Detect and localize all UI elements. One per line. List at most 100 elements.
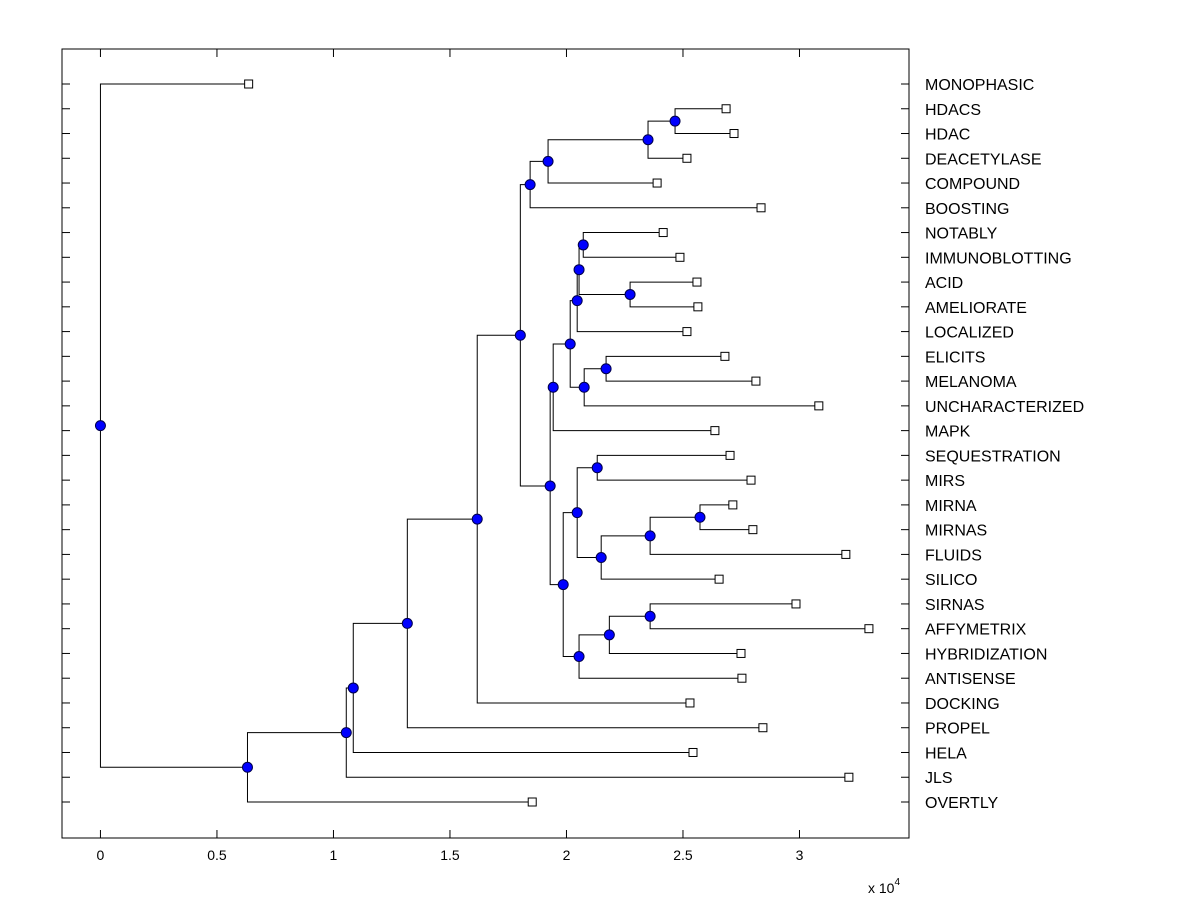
- leaf-marker: [682, 153, 692, 163]
- merge-node: [571, 507, 583, 519]
- branch-link: [476, 334, 521, 520]
- x-tick-labels: 0 0.5 1 1.5 2 2.5 3: [97, 847, 804, 863]
- branch-link: [649, 535, 846, 555]
- leaf-label: SILICO: [925, 572, 977, 589]
- leaf-label: HDAC: [925, 127, 970, 144]
- merge-node: [595, 552, 607, 564]
- branch-link: [246, 732, 347, 768]
- merge-node: [600, 363, 612, 375]
- leaf-label: IMMUNOBLOTTING: [925, 250, 1072, 267]
- merge-node: [514, 329, 526, 341]
- leaf-marker: [721, 104, 731, 114]
- leaf-label: HYBRIDIZATION: [925, 646, 1047, 663]
- axis-ticks: [62, 49, 909, 838]
- branch-link: [352, 687, 693, 753]
- x-multiplier-base: x 10: [868, 880, 895, 896]
- leaf-label: MIRNAS: [925, 523, 987, 540]
- x-tick-label: 0.5: [207, 847, 227, 863]
- branch-link: [529, 160, 549, 185]
- branch-link: [578, 634, 610, 657]
- merge-node: [644, 530, 656, 542]
- leaf-marker: [737, 673, 747, 683]
- leaf-marker: [756, 203, 766, 213]
- leaf-marker: [814, 401, 824, 411]
- leaf-marker: [714, 574, 724, 584]
- branch-link: [352, 622, 408, 688]
- leaf-marker: [751, 376, 761, 386]
- branch-link: [608, 615, 651, 635]
- leaf-label: BOOSTING: [925, 201, 1009, 218]
- branch-link: [547, 139, 649, 162]
- leaf-label: FLUIDS: [925, 547, 982, 564]
- merge-node: [347, 682, 359, 694]
- node-markers: [94, 115, 706, 773]
- leaf-marker: [841, 549, 851, 559]
- leaf-marker: [244, 79, 254, 89]
- x-tick-label: 2.5: [673, 847, 693, 863]
- leaf-marker: [710, 426, 720, 436]
- leaf-marker: [688, 747, 698, 757]
- merge-node: [471, 513, 483, 525]
- leaf-marker: [758, 723, 768, 733]
- merge-node: [564, 338, 576, 350]
- x-tick-label: 1: [330, 847, 338, 863]
- leaf-marker: [746, 475, 756, 485]
- branch-link: [547, 161, 658, 184]
- branch-link: [99, 425, 248, 768]
- leaf-marker: [692, 277, 702, 287]
- leaf-marker: [729, 129, 739, 139]
- branch-link: [345, 732, 849, 778]
- leaf-label: MIRS: [925, 473, 965, 490]
- leaf-marker: [791, 599, 801, 609]
- leaf-label: ELICITS: [925, 349, 985, 366]
- branch-link: [99, 83, 249, 426]
- leaf-label: SEQUESTRATION: [925, 448, 1061, 465]
- dendrogram-links: [99, 83, 869, 803]
- leaf-label: SIRNAS: [925, 597, 985, 614]
- leaf-label: ANTISENSE: [925, 671, 1016, 688]
- branch-link: [608, 634, 741, 654]
- leaf-label: MONOPHASIC: [925, 77, 1034, 94]
- merge-node: [578, 381, 590, 393]
- merge-node: [642, 134, 654, 146]
- x-multiplier-exponent: 4: [894, 877, 900, 888]
- branch-link: [519, 335, 551, 487]
- leaf-label: AFFYMETRIX: [925, 622, 1027, 639]
- leaf-label: AMELIORATE: [925, 300, 1027, 317]
- leaf-marker: [527, 797, 537, 807]
- leaf-label: MAPK: [925, 424, 971, 441]
- leaf-label: NOTABLY: [925, 226, 998, 243]
- branch-link: [246, 767, 533, 803]
- merge-node: [547, 381, 559, 393]
- leaf-marker: [844, 772, 854, 782]
- leaf-marker: [720, 351, 730, 361]
- branch-link: [406, 623, 763, 729]
- leaf-marker: [728, 500, 738, 510]
- merge-node: [694, 511, 706, 523]
- branch-link: [576, 300, 687, 333]
- leaf-label: COMPOUND: [925, 176, 1020, 193]
- x-tick-label: 0: [97, 847, 105, 863]
- leaf-marker: [682, 327, 692, 337]
- merge-node: [544, 480, 556, 492]
- leaf-labels: MONOPHASIC HDACS HDAC DEACETYLASE COMPOUND BO…: [925, 77, 1084, 812]
- leaf-label: LOCALIZED: [925, 325, 1014, 342]
- leaf-label: HDACS: [925, 102, 981, 119]
- branch-link: [576, 467, 598, 513]
- merge-node: [542, 155, 554, 167]
- merge-node: [241, 761, 253, 773]
- merge-node: [603, 629, 615, 641]
- leaf-marker: [693, 302, 703, 312]
- leaf-label: MIRNA: [925, 498, 977, 515]
- branch-link: [649, 516, 700, 536]
- leaf-marker: [725, 450, 735, 460]
- merge-node: [524, 179, 536, 191]
- leaf-label: PROPEL: [925, 721, 990, 738]
- merge-node: [557, 579, 569, 591]
- branch-link: [583, 387, 819, 407]
- leaf-label: OVERTLY: [925, 795, 999, 812]
- x-axis-multiplier: x 104: [868, 877, 900, 896]
- branch-link: [578, 269, 631, 295]
- merge-node: [624, 288, 636, 300]
- leaf-label: UNCHARACTERIZED: [925, 399, 1084, 416]
